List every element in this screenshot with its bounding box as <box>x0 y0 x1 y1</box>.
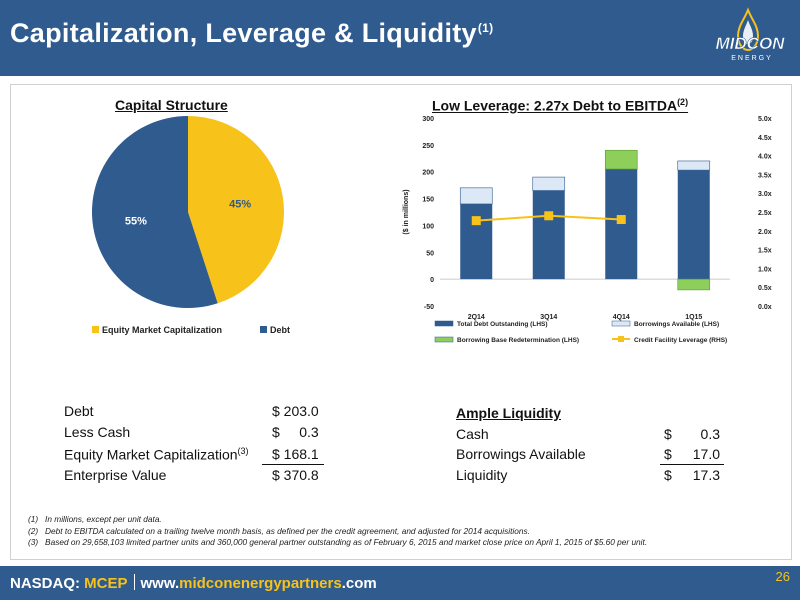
liquidity-currency-cash: $ <box>664 426 672 442</box>
bar-redetermination-4Q14 <box>604 149 638 170</box>
pie-slice-0 <box>188 116 285 304</box>
footnote-1: (1) In millions, except per unit data. <box>28 514 162 524</box>
pie-legend-label-0: Equity Market Capitalization <box>102 325 222 335</box>
y-tick-7: 300 <box>422 116 434 123</box>
y-tick-6: 250 <box>422 143 434 150</box>
bar-legend-swatch-2 <box>434 336 454 343</box>
y2-tick-10: 5.0x <box>758 116 772 123</box>
y-axis-label: ($ in millions) <box>403 189 410 234</box>
cap-total-rule <box>262 464 324 465</box>
y2-tick-9: 4.5x <box>758 135 772 142</box>
pie-legend-swatch-0 <box>92 326 99 333</box>
header-bar: Capitalization, Leverage & Liquidity(1) … <box>0 0 800 76</box>
footnotes: (1) In millions, except per unit data. (… <box>28 514 647 549</box>
bar-debt-2Q14 <box>460 203 493 280</box>
footer-bar: NASDAQ: MCEP www.midconenergypartners.com <box>0 566 800 600</box>
y2-tick-6: 3.0x <box>758 191 772 198</box>
pie-legend-swatch-1 <box>260 326 267 333</box>
x-tick-1Q15: 1Q15 <box>685 314 702 321</box>
liquidity-currency-total: $ <box>664 467 672 483</box>
page-number: 26 <box>775 569 790 584</box>
liquidity-row-cash: Cash <box>456 426 489 442</box>
y-tick-4: 150 <box>422 197 434 204</box>
cap-value-debt: $ 203.0 <box>272 403 319 419</box>
x-tick-4Q14: 4Q14 <box>613 314 630 321</box>
bar-legend-marker-3 <box>618 336 624 342</box>
y-tick-3: 100 <box>422 223 434 230</box>
footnote-3: (3) Based on 29,658,103 limited partner … <box>28 537 648 547</box>
bar-debt-3Q14 <box>532 190 565 280</box>
leverage-bar-chart: -50 0 50 100 150 200 250 300 0.0x 0.5x 1.0x 1.5x 2.0… <box>403 116 772 344</box>
bar-legend-swatch-0 <box>434 320 454 327</box>
liquidity-value-total: 17.3 <box>692 467 720 483</box>
pie-label-0: 45% <box>229 199 251 211</box>
bar-legend-label-2: Borrowing Base Redetermination (LHS) <box>457 337 579 344</box>
pie-label-1: 55% <box>125 215 147 227</box>
pie-chart-title: Capital Structure <box>115 97 228 113</box>
cap-row-enterprise-value: Enterprise Value <box>64 467 167 483</box>
cap-value-less-cash: $ 0.3 <box>272 424 319 440</box>
bar-legend-label-0: Total Debt Outstanding (LHS) <box>457 321 548 328</box>
bar-debt-4Q14 <box>605 169 638 280</box>
cap-value-enterprise-value: $ 370.8 <box>272 467 319 483</box>
y-tick-0: -50 <box>424 304 434 311</box>
footer-text: NASDAQ: MCEP www.midconenergypartners.com <box>10 574 377 592</box>
liquidity-value-cash: 0.3 <box>700 426 720 442</box>
bar-borrowings-1Q15 <box>677 160 711 171</box>
y2-tick-8: 4.0x <box>758 154 772 161</box>
capital-structure-pie-chart: 45% 55% Equity Market Capitalization Debt <box>92 116 290 335</box>
logo-text: MIDCON <box>716 34 786 53</box>
cap-row-less-cash: Less Cash <box>64 424 131 440</box>
leverage-point-3Q14 <box>544 211 554 221</box>
y2-tick-1: 0.5x <box>758 285 772 292</box>
leverage-point-4Q14 <box>616 215 626 225</box>
y2-tick-4: 2.0x <box>758 229 772 236</box>
bar-redetermination-1Q15 <box>677 278 711 291</box>
pie-legend-label-1: Debt <box>270 325 290 335</box>
cap-row-equity: Equity Market Capitalization(3) <box>64 446 249 463</box>
cap-value-equity: $ 168.1 <box>272 446 319 462</box>
y2-tick-3: 1.5x <box>758 248 772 255</box>
y2-tick-0: 0.0x <box>758 304 772 311</box>
y2-tick-2: 1.0x <box>758 266 772 273</box>
bar-chart-title: Low Leverage: 2.27x Debt to EBITDA(2) <box>432 97 689 114</box>
cap-row-debt: Debt <box>64 403 94 419</box>
bar-debt-1Q15 <box>677 170 710 280</box>
bar-borrowings-3Q14 <box>532 176 566 191</box>
bar-legend-swatch-1 <box>611 320 631 327</box>
page-title: Capitalization, Leverage & Liquidity(1) <box>10 18 494 48</box>
liquidity-row-total: Liquidity <box>456 467 508 483</box>
liquidity-currency-borrowings: $ <box>664 446 672 462</box>
footnote-2: (2) Debt to EBITDA calculated on a trail… <box>28 525 530 536</box>
leverage-point-2Q14 <box>471 216 481 226</box>
y-tick-5: 200 <box>422 170 434 177</box>
x-tick-2Q14: 2Q14 <box>468 314 485 321</box>
website-link[interactable]: www.midconenergypartners.com <box>140 575 377 592</box>
y-tick-1: 0 <box>430 277 434 284</box>
y2-tick-5: 2.5x <box>758 210 772 217</box>
liquidity-value-borrowings: 17.0 <box>692 446 720 462</box>
y2-tick-7: 3.5x <box>758 172 772 179</box>
midcon-logo: MIDCON ENERGY <box>715 7 786 62</box>
liquidity-title: Ample Liquidity <box>456 405 561 421</box>
logo-subtext: ENERGY <box>731 55 773 62</box>
liquidity-row-borrowings: Borrowings Available <box>456 446 586 462</box>
liquidity-total-rule <box>660 464 724 465</box>
bar-borrowings-2Q14 <box>459 187 493 205</box>
pie-slice-1 <box>92 116 218 308</box>
x-tick-3Q14: 3Q14 <box>540 314 557 321</box>
y-tick-2: 50 <box>426 250 434 257</box>
bar-legend-label-3: Credit Facility Leverage (RHS) <box>634 337 727 344</box>
bar-legend-label-1: Borrowings Available (LHS) <box>634 321 719 328</box>
